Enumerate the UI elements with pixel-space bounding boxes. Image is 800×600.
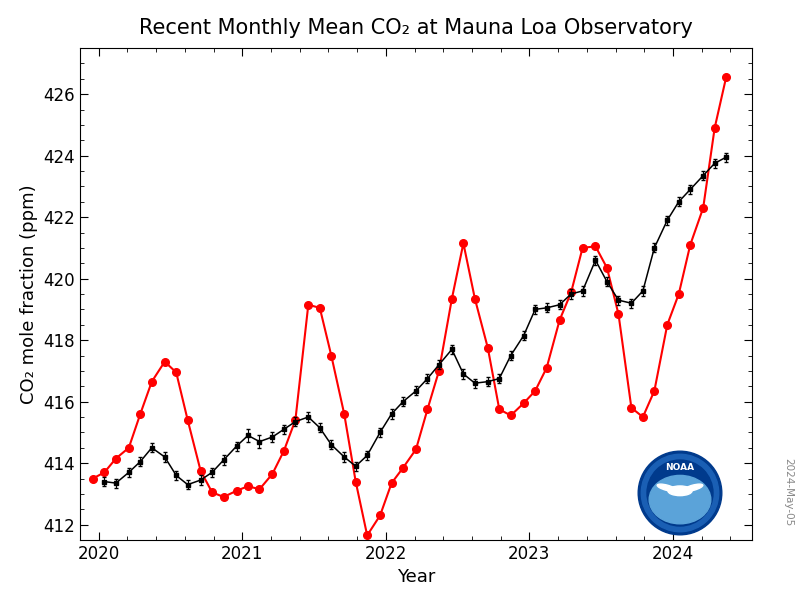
Ellipse shape [658, 484, 676, 491]
Text: NOAA: NOAA [666, 463, 694, 472]
Circle shape [642, 454, 718, 532]
Ellipse shape [668, 486, 692, 496]
X-axis label: Year: Year [397, 568, 435, 586]
Circle shape [647, 460, 713, 526]
Ellipse shape [650, 475, 710, 524]
Text: 2024-May-05: 2024-May-05 [783, 458, 793, 526]
Circle shape [638, 451, 722, 535]
Y-axis label: CO₂ mole fraction (ppm): CO₂ mole fraction (ppm) [20, 184, 38, 404]
Ellipse shape [684, 484, 702, 491]
Title: Recent Monthly Mean CO₂ at Mauna Loa Observatory: Recent Monthly Mean CO₂ at Mauna Loa Obs… [139, 18, 693, 38]
